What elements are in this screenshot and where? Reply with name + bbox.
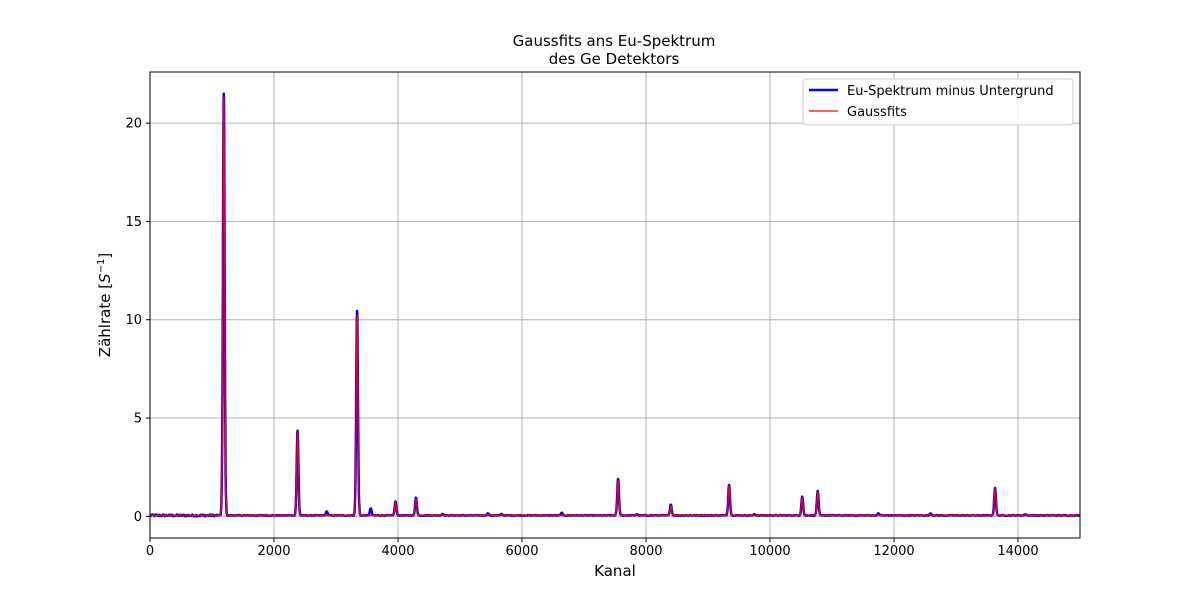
chart-title-line-1: Gaussfits ans Eu-Spektrum [513, 32, 716, 50]
legend: Eu-Spektrum minus Untergrund Gaussfits [802, 78, 1074, 126]
x-tick-label: 10000 [749, 544, 790, 559]
y-tick-label: 15 [125, 215, 142, 230]
axis-ticks: 0 2000 4000 6000 8000 10000 12000 14000 0 5 10 15 20 [125, 117, 1038, 559]
x-tick-label: 12000 [873, 544, 914, 559]
x-tick-label: 2000 [257, 544, 290, 559]
y-tick-label: 20 [125, 117, 142, 132]
x-tick-label: 4000 [381, 544, 414, 559]
x-tick-label: 8000 [629, 544, 662, 559]
y-axis-label-exponent: −1 [96, 259, 107, 274]
x-tick-label: 6000 [505, 544, 538, 559]
legend-label-spectrum: Eu-Spektrum minus Untergrund [847, 84, 1054, 99]
y-tick-label: 5 [134, 412, 142, 427]
x-axis-label: Kanal [594, 562, 636, 580]
y-axis-label: Zählrate [S−1] [96, 253, 114, 357]
series-line-gaussfits [150, 97, 1080, 516]
x-tick-label: 0 [146, 544, 154, 559]
y-axis-label-unit: S [96, 273, 114, 283]
y-axis-label-close: ] [96, 253, 114, 259]
chart-title-line-2: des Ge Detektors [549, 50, 680, 68]
y-axis-label-main: Zählrate [ [96, 283, 114, 357]
y-tick-label: 10 [125, 313, 142, 328]
legend-label-gaussfits: Gaussfits [847, 105, 907, 120]
plot-area-frame [149, 71, 1081, 539]
data-lines [149, 92, 1081, 518]
x-tick-label: 14000 [997, 544, 1038, 559]
legend-box [802, 78, 1074, 126]
y-tick-label: 0 [134, 510, 142, 525]
